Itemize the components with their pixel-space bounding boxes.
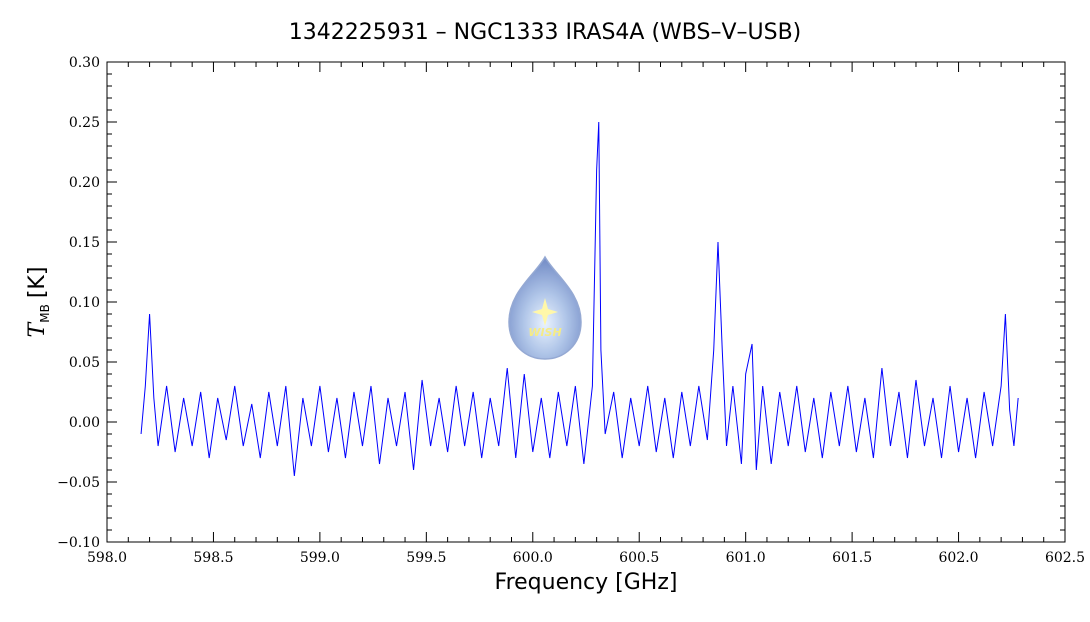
x-tick-label: 598.0: [87, 550, 127, 566]
y-tick-label: 0.15: [69, 235, 100, 251]
chart-title: 1342225931 – NGC1333 IRAS4A (WBS–V–USB): [289, 20, 802, 45]
x-tick-label: 601.5: [832, 550, 872, 566]
plot-frame: [106, 61, 1066, 543]
y-tick-label: −0.05: [57, 475, 100, 491]
y-tick-label: 0.10: [69, 295, 100, 311]
y-label-unit: [K]: [25, 267, 50, 299]
y-label-subscript: MB: [38, 304, 52, 323]
logo-text: WISH: [528, 326, 561, 339]
y-tick-label: 0.20: [69, 175, 100, 191]
x-axis-label: Frequency [GHz]: [495, 570, 678, 595]
logo: WISH: [508, 255, 582, 360]
y-tick-label: −0.10: [57, 535, 100, 551]
y-axis-label: TMB [K]: [25, 267, 52, 338]
x-tick-label: 602.5: [1045, 550, 1085, 566]
y-tick-label: 0.25: [69, 115, 100, 131]
x-tick-label: 602.0: [939, 550, 979, 566]
logo-star: [532, 298, 558, 326]
y-tick-label: 0.30: [69, 55, 100, 71]
x-tick-label: 600.0: [513, 550, 553, 566]
x-tick-label: 599.0: [300, 550, 340, 566]
x-tick-label: 600.5: [619, 550, 659, 566]
x-tick-label: 599.5: [406, 550, 446, 566]
x-tick-label: 601.0: [726, 550, 766, 566]
spectrum-line: [140, 121, 1019, 477]
y-tick-label: 0.05: [69, 355, 100, 371]
y-tick-label: 0.00: [69, 415, 100, 431]
x-tick-label: 598.5: [193, 550, 233, 566]
y-label-symbol: T: [25, 320, 50, 337]
